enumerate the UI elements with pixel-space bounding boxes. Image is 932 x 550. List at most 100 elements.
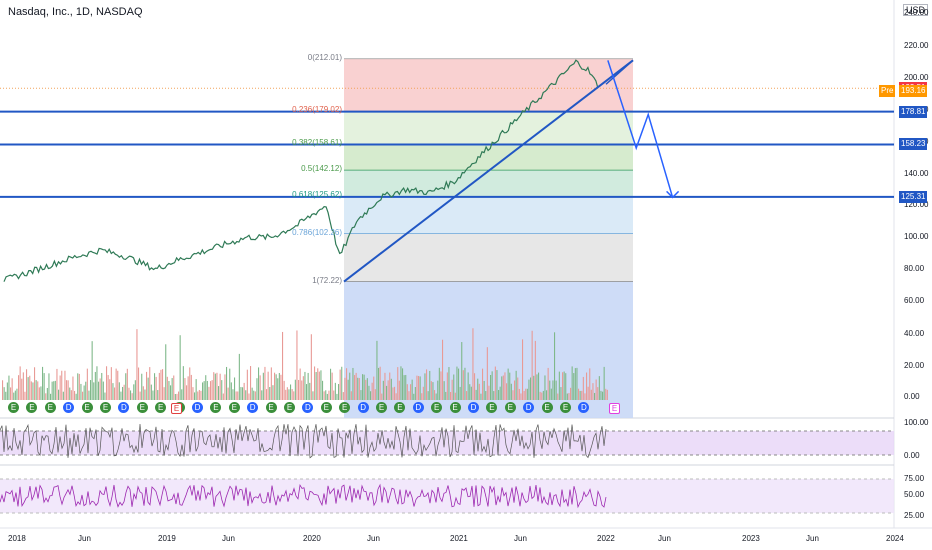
earnings-event-icon[interactable]: E: [449, 402, 461, 413]
dividend-event-icon[interactable]: D: [578, 402, 590, 413]
volume-bar: [485, 391, 487, 400]
volume-bar: [282, 331, 284, 400]
earnings-event-icon[interactable]: E: [394, 402, 406, 413]
price-axis-tick: 0.00: [904, 392, 920, 401]
price-label-badge[interactable]: 193.16: [899, 84, 928, 97]
volume-bar: [435, 393, 437, 400]
currency-label[interactable]: USD: [903, 4, 929, 16]
volume-bar: [512, 390, 514, 400]
volume-bar: [355, 372, 357, 400]
volume-bar: [146, 371, 148, 400]
earnings-event-icon[interactable]: E: [155, 402, 167, 413]
volume-bar: [587, 386, 589, 400]
earnings-event-icon[interactable]: E: [265, 402, 277, 413]
volume-bar: [182, 366, 184, 400]
dividend-event-icon[interactable]: D: [118, 402, 130, 413]
earnings-event-icon[interactable]: E: [486, 402, 498, 413]
earnings-event-icon[interactable]: E: [8, 402, 19, 413]
volume-bar: [32, 382, 34, 400]
volume-bar: [563, 371, 565, 400]
volume-bar: [517, 377, 519, 400]
volume-bar: [554, 332, 556, 400]
dividend-event-icon[interactable]: D: [247, 402, 259, 413]
volume-bar: [526, 388, 528, 400]
volume-bar: [354, 375, 356, 400]
earnings-event-icon[interactable]: E: [26, 402, 38, 413]
earnings-event-icon[interactable]: E: [44, 402, 56, 413]
volume-bar: [194, 392, 196, 400]
volume-bar: [235, 391, 237, 400]
dividend-event-icon[interactable]: D: [468, 402, 479, 413]
price-axis-tick: 120.00: [904, 200, 929, 210]
volume-bar: [530, 377, 532, 400]
earnings-event-icon[interactable]: E: [504, 402, 516, 413]
dividend-event-icon[interactable]: D: [357, 402, 369, 413]
dividend-event-icon[interactable]: D: [302, 402, 314, 413]
volume-bar: [373, 376, 375, 400]
volume-bar: [154, 373, 156, 400]
earnings-event-icon[interactable]: E: [541, 402, 553, 413]
volume-bar: [467, 372, 469, 400]
volume-bar: [133, 384, 135, 400]
volume-bar: [603, 366, 605, 400]
earnings-event-icon[interactable]: E: [100, 402, 111, 413]
earnings-event-icon[interactable]: E: [320, 402, 332, 413]
volume-bar: [498, 389, 500, 400]
volume-bar: [22, 372, 24, 400]
earnings-event-icon[interactable]: E: [560, 402, 571, 413]
upcoming-earnings-icon[interactable]: E: [609, 403, 620, 414]
earnings-event-icon[interactable]: E: [136, 402, 148, 413]
volume-bar: [482, 368, 484, 400]
price-label-badge[interactable]: 178.81: [899, 105, 928, 118]
dividend-event-icon[interactable]: D: [523, 402, 535, 413]
volume-bar: [186, 385, 188, 400]
volume-bar: [285, 389, 287, 400]
volume-bar: [598, 376, 600, 400]
earnings-event-icon[interactable]: E: [210, 402, 222, 413]
volume-bar: [99, 378, 101, 400]
volume-bar: [573, 373, 575, 400]
dividend-event-icon[interactable]: D: [63, 402, 75, 413]
price-label-badge[interactable]: 158.23: [899, 138, 928, 151]
price-label-badge[interactable]: 125.31: [899, 190, 928, 203]
volume-bar: [195, 379, 197, 400]
earnings-event-icon[interactable]: E: [376, 402, 387, 413]
earnings-event-icon[interactable]: E: [171, 403, 182, 414]
volume-bar: [214, 373, 216, 400]
volume-bar: [200, 390, 202, 400]
volume-bar: [539, 391, 541, 400]
volume-bar: [294, 379, 296, 400]
volume-bar: [395, 393, 397, 400]
volume-bar: [414, 387, 416, 400]
earnings-event-icon[interactable]: E: [81, 402, 93, 413]
dividend-event-icon[interactable]: D: [412, 402, 424, 413]
volume-bar: [94, 371, 96, 400]
earnings-event-icon[interactable]: E: [431, 402, 443, 413]
trend-line: [343, 59, 634, 283]
volume-bar: [53, 381, 55, 400]
volume-bar: [499, 386, 501, 400]
volume-bar: [562, 372, 564, 400]
volume-bar: [568, 392, 570, 400]
dividend-event-icon[interactable]: D: [192, 402, 203, 413]
earnings-event-icon[interactable]: E: [339, 402, 351, 413]
volume-bar: [571, 366, 573, 400]
volume-bar: [93, 382, 95, 400]
price-label-badge[interactable]: Pre: [879, 84, 896, 97]
volume-bar: [486, 347, 488, 400]
volume-bar: [277, 378, 279, 400]
volume-bar: [507, 368, 509, 400]
volume-bar: [478, 383, 480, 400]
volume-bar: [149, 367, 151, 400]
volume-bar: [514, 380, 516, 400]
volume-bar: [254, 391, 256, 400]
volume-bar: [555, 380, 557, 400]
volume-bar: [114, 387, 116, 400]
fib-level-label: 0.236(179.02): [292, 105, 342, 115]
earnings-event-icon[interactable]: E: [228, 402, 240, 413]
earnings-event-icon[interactable]: E: [284, 402, 295, 413]
volume-bar: [37, 381, 39, 400]
volume-bar: [107, 375, 109, 400]
volume-bar: [381, 393, 383, 400]
